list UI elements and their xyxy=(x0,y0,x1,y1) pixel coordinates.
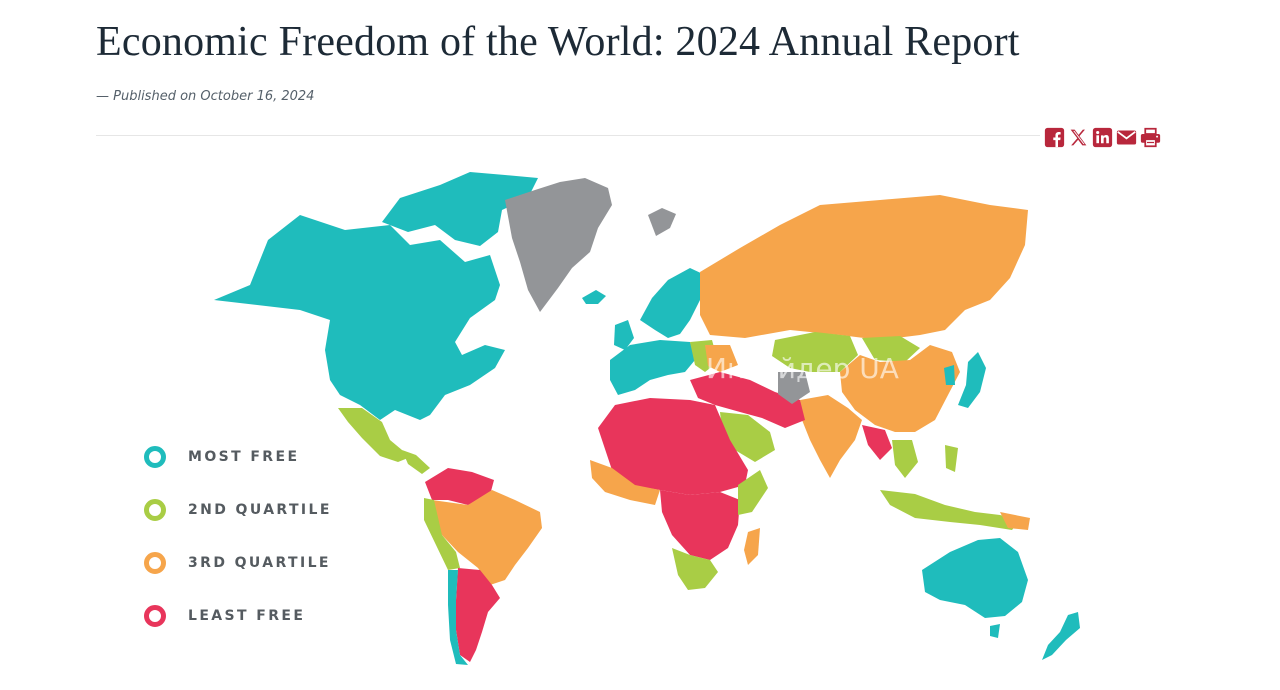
region-northern-south-america xyxy=(425,468,494,505)
region-canadian-islands xyxy=(382,172,538,246)
region-iceland xyxy=(582,290,606,304)
publish-date: — Published on October 16, 2024 xyxy=(96,89,315,104)
region-west-africa xyxy=(590,460,660,505)
facebook-icon[interactable] xyxy=(1044,127,1065,148)
region-mongolia xyxy=(862,336,920,362)
legend-label: 2ND QUARTILE xyxy=(188,502,332,518)
region-southeast-asia xyxy=(862,425,892,460)
region-philippines xyxy=(945,445,958,472)
region-western-europe xyxy=(610,340,695,395)
region-central-asia-gap xyxy=(778,372,810,404)
region-central-america xyxy=(402,450,430,474)
region-andes xyxy=(424,498,460,570)
watermark: Инсайдер UA xyxy=(706,352,899,385)
legend-swatch xyxy=(144,499,166,521)
region-scandinavia xyxy=(640,268,705,338)
linkedin-icon[interactable] xyxy=(1092,127,1113,148)
region-madagascar xyxy=(744,528,760,565)
region-india xyxy=(800,395,862,478)
region-russia xyxy=(700,195,1028,340)
divider xyxy=(96,135,1040,136)
email-icon[interactable] xyxy=(1116,127,1137,148)
region-new-zealand xyxy=(1042,612,1080,660)
region-japan xyxy=(958,352,986,408)
legend-swatch xyxy=(144,605,166,627)
region-arabia xyxy=(720,412,775,462)
legend-swatch xyxy=(144,552,166,574)
region-southern-cone xyxy=(456,568,500,662)
world-map xyxy=(214,172,1080,665)
region-australia xyxy=(922,538,1028,618)
region-east-africa xyxy=(738,470,768,515)
legend-label: LEAST FREE xyxy=(188,608,306,624)
region-korea xyxy=(944,365,955,385)
region-indonesia xyxy=(880,490,1020,530)
region-southern-africa xyxy=(672,548,718,590)
legend-swatch xyxy=(144,446,166,468)
region-papua xyxy=(1000,512,1030,530)
region-chile xyxy=(448,570,468,665)
region-indochina xyxy=(892,440,918,478)
legend-label: MOST FREE xyxy=(188,449,300,465)
region-uk xyxy=(614,320,634,350)
region-middle-east xyxy=(690,372,805,428)
region-brazil xyxy=(430,490,542,585)
region-mexico xyxy=(338,408,408,462)
x-icon[interactable] xyxy=(1068,127,1089,148)
legend-label: 3RD QUARTILE xyxy=(188,555,331,571)
region-north-america xyxy=(214,215,505,420)
print-icon[interactable] xyxy=(1140,127,1161,148)
region-svalbard xyxy=(648,208,676,236)
share-bar xyxy=(1044,125,1161,149)
region-central-asia xyxy=(772,332,858,372)
page-title: Economic Freedom of the World: 2024 Annu… xyxy=(96,19,1020,65)
region-tasmania xyxy=(990,624,1000,638)
region-central-africa xyxy=(660,490,740,560)
region-china xyxy=(840,345,960,432)
region-ukraine xyxy=(705,345,738,372)
region-greenland xyxy=(505,178,612,312)
region-north-africa xyxy=(598,398,748,495)
